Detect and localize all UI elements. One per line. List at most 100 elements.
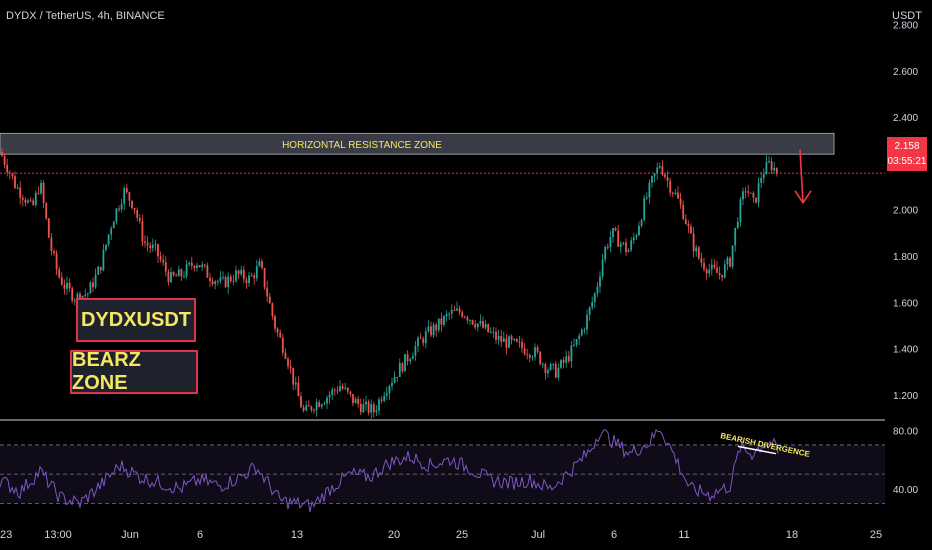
- candle-body: [133, 208, 136, 211]
- candle-body: [461, 312, 464, 317]
- candle-body: [94, 274, 97, 288]
- candle-body: [549, 364, 552, 371]
- candle-body: [170, 271, 172, 283]
- time-tick-label: 6: [611, 529, 617, 541]
- candle-body: [320, 404, 323, 407]
- candle-body: [323, 403, 326, 405]
- candle-body: [502, 338, 505, 342]
- candle-body: [554, 363, 557, 378]
- candle-body: [593, 293, 596, 303]
- candle-body: [250, 275, 253, 277]
- rsi-axis[interactable]: 80.00 40.00: [893, 426, 918, 495]
- divergence-line: [737, 445, 777, 455]
- candle-body: [736, 221, 739, 228]
- candle-body: [437, 318, 440, 331]
- candle-body: [643, 198, 646, 221]
- candle-body: [123, 188, 126, 205]
- time-axis[interactable]: 23 13:00 Jun 6 13 20 25 Jul 6 11 18 25: [0, 529, 882, 541]
- candle-body: [747, 191, 750, 193]
- candle-body: [261, 261, 263, 268]
- candle-body: [601, 259, 604, 277]
- candle-body: [492, 331, 495, 333]
- candle-body: [414, 346, 417, 356]
- candle-body: [159, 256, 162, 260]
- candle-body: [305, 405, 308, 411]
- candle-body: [739, 199, 742, 222]
- candle-body: [266, 287, 269, 297]
- candle-body: [380, 399, 383, 401]
- candle-body: [721, 274, 724, 278]
- candle-body: [614, 228, 617, 231]
- candle-body: [606, 246, 609, 248]
- candle-body: [66, 282, 68, 289]
- candle-body: [27, 200, 29, 203]
- candle-body: [240, 269, 243, 275]
- candle-body: [588, 307, 591, 315]
- candle-body: [162, 259, 165, 263]
- candle-body: [755, 197, 757, 203]
- candle-body: [37, 192, 40, 194]
- candle-body: [703, 262, 705, 270]
- time-tick-label: 23: [0, 529, 12, 541]
- price-tick-label: 1.200: [893, 391, 918, 402]
- time-tick-label: 25: [456, 529, 468, 541]
- candle-body: [534, 347, 536, 358]
- candle-body: [21, 197, 24, 200]
- candle-body: [268, 296, 271, 304]
- candle-body: [190, 262, 193, 266]
- candle-body: [292, 367, 295, 385]
- candle-body: [167, 271, 170, 283]
- price-tick-label: 2.400: [893, 113, 918, 124]
- resistance-zone[interactable]: [0, 132, 835, 155]
- bar-countdown: 03:55:21: [887, 156, 927, 167]
- candle-body: [591, 302, 594, 308]
- time-tick-label: 6: [197, 529, 203, 541]
- candle-body: [726, 257, 729, 265]
- candle-body: [42, 182, 45, 204]
- candle-body: [146, 242, 149, 246]
- candle-body: [443, 316, 445, 325]
- candle-body: [131, 200, 133, 209]
- candle-body: [417, 337, 419, 347]
- time-tick-label: 13:00: [44, 529, 72, 541]
- candle-body: [406, 354, 409, 362]
- candle-body: [60, 277, 63, 285]
- candle-body: [632, 237, 635, 241]
- candle-body: [682, 204, 685, 220]
- candle-body: [700, 258, 703, 263]
- candle-body: [661, 166, 664, 175]
- candle-body: [385, 393, 388, 396]
- time-tick-label: 11: [678, 529, 689, 541]
- candle-body: [258, 261, 261, 267]
- candle-body: [586, 314, 588, 330]
- candle-body: [1, 151, 3, 157]
- candle-body: [469, 319, 471, 321]
- candle-body: [658, 166, 661, 168]
- candle-body: [697, 247, 700, 259]
- candle-body: [198, 265, 201, 268]
- bearish-divergence-annotation[interactable]: [737, 445, 777, 455]
- candle-body: [180, 269, 183, 277]
- candle-body: [112, 221, 115, 229]
- candle-body: [424, 331, 427, 344]
- candle-body: [333, 389, 336, 391]
- candle-body: [622, 242, 625, 244]
- candle-body: [209, 277, 211, 282]
- candle-body: [73, 300, 76, 302]
- candle-body: [679, 198, 682, 205]
- candle-body: [677, 192, 679, 199]
- candle-body: [508, 336, 510, 348]
- candle-body: [411, 355, 414, 360]
- candle-body: [456, 308, 458, 311]
- candle-body: [731, 245, 734, 267]
- bearish-arrow[interactable]: [794, 149, 812, 205]
- candle-body: [484, 324, 487, 328]
- price-axis[interactable]: 2.8002.6002.4002.2002.0001.8001.6001.400…: [893, 21, 918, 402]
- candle-body: [255, 266, 258, 279]
- candle-body: [596, 286, 599, 294]
- rsi-bands: [0, 444, 885, 504]
- candle-body: [144, 241, 146, 243]
- candle-body: [521, 342, 523, 349]
- candle-body: [625, 242, 627, 252]
